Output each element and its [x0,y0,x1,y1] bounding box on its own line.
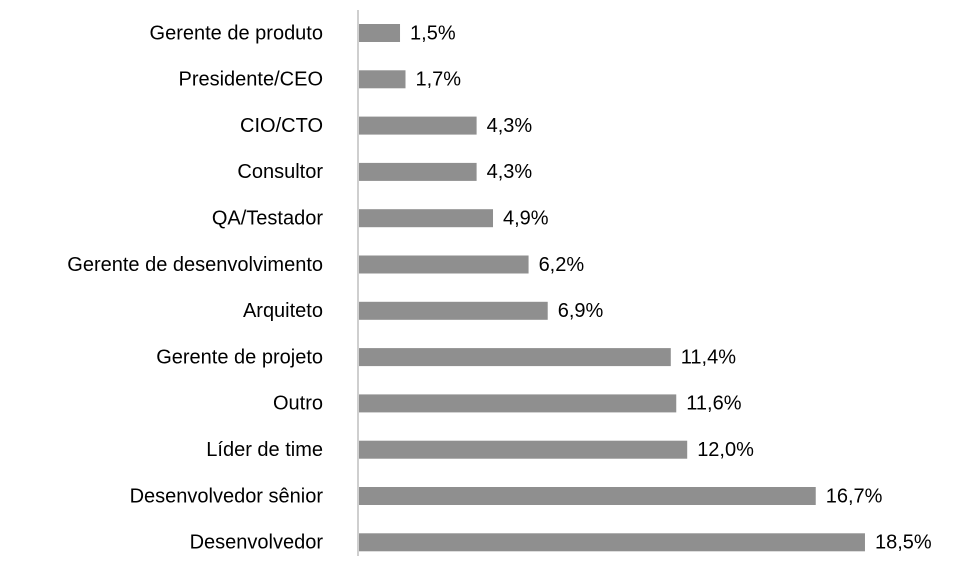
category-label: Gerente de produto [150,22,323,44]
value-label: 1,7% [415,69,461,91]
value-label: 6,9% [558,300,604,322]
value-label: 18,5% [875,532,932,554]
category-label: Desenvolvedor [190,532,324,554]
value-label: 16,7% [826,485,883,507]
bar [359,24,401,42]
category-label: Gerente de projeto [156,346,323,368]
bar [359,348,671,367]
bar [359,301,548,320]
category-label: Outro [273,393,323,415]
value-label: 12,0% [697,439,754,461]
value-label: 4,3% [487,161,533,183]
category-label: QA/Testador [212,207,324,229]
category-label: Gerente de desenvolvimento [67,254,323,276]
category-label: Líder de time [206,439,323,461]
bar [359,487,816,505]
bar [359,162,477,181]
bar [359,394,677,413]
category-label: Consultor [237,161,323,183]
bar [359,440,688,459]
bar [359,70,406,89]
bar [359,116,477,135]
value-label: 1,5% [410,22,456,44]
category-label: CIO/CTO [240,115,323,137]
value-label: 4,3% [487,115,533,137]
value-label: 4,9% [503,207,549,229]
bar [359,209,494,228]
category-label: Presidente/CEO [178,69,323,91]
value-label: 11,4% [681,346,736,368]
value-label: 11,6% [686,393,741,415]
value-label: 6,2% [539,254,585,276]
bar [359,255,529,274]
category-label: Arquiteto [243,300,323,322]
category-label: Desenvolvedor sênior [130,485,324,507]
bar [359,533,865,552]
